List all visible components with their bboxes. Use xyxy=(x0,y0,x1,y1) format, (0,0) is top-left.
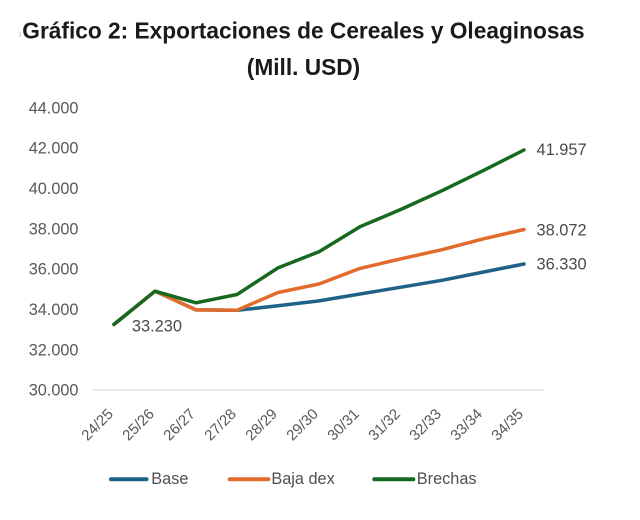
svg-text:Brechas: Brechas xyxy=(417,470,477,488)
svg-text:41.957: 41.957 xyxy=(537,141,587,159)
svg-text:40.000: 40.000 xyxy=(29,180,79,198)
svg-text:Gráfico 2: Exportaciones de Ce: Gráfico 2: Exportaciones de Cereales y O… xyxy=(22,18,584,44)
svg-text:Baja dex: Baja dex xyxy=(271,470,334,488)
svg-text:44.000: 44.000 xyxy=(29,99,79,117)
svg-text:32.000: 32.000 xyxy=(29,341,79,359)
svg-text:36.000: 36.000 xyxy=(29,261,79,279)
svg-text:42.000: 42.000 xyxy=(29,140,79,158)
svg-text:38.000: 38.000 xyxy=(29,220,79,238)
svg-text:33.230: 33.230 xyxy=(132,318,182,336)
svg-text:30.000: 30.000 xyxy=(29,382,79,400)
svg-text:38.072: 38.072 xyxy=(537,221,587,239)
svg-text:Base: Base xyxy=(151,470,188,488)
svg-text:(Mill. USD): (Mill. USD) xyxy=(247,54,360,80)
svg-text:36.330: 36.330 xyxy=(537,255,587,273)
svg-text:34.000: 34.000 xyxy=(29,301,79,319)
